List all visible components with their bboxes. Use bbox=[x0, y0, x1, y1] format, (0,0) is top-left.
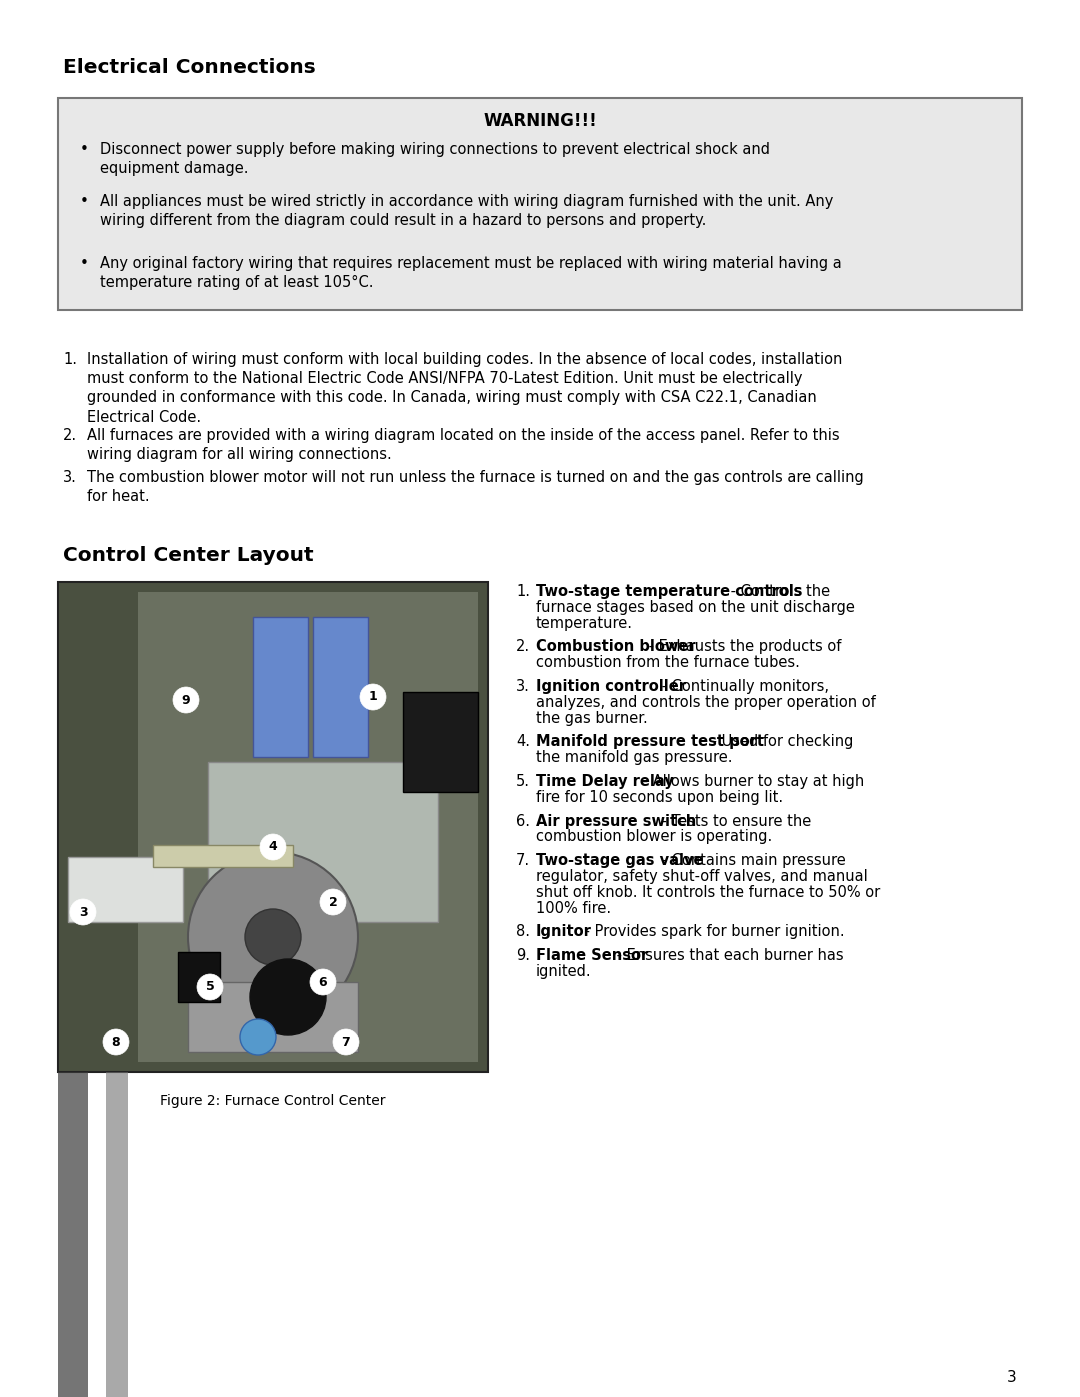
Text: All furnaces are provided with a wiring diagram located on the inside of the acc: All furnaces are provided with a wiring … bbox=[87, 427, 839, 462]
Text: combustion blower is operating.: combustion blower is operating. bbox=[536, 830, 772, 844]
Text: •: • bbox=[80, 194, 89, 210]
Circle shape bbox=[103, 1030, 129, 1055]
Text: Flame Sensor: Flame Sensor bbox=[536, 949, 648, 963]
Bar bbox=[313, 617, 368, 757]
Text: All appliances must be wired strictly in accordance with wiring diagram furnishe: All appliances must be wired strictly in… bbox=[100, 194, 834, 228]
Text: 1.: 1. bbox=[516, 584, 530, 599]
Text: 9.: 9. bbox=[516, 949, 530, 963]
Text: Two-stage temperature controls: Two-stage temperature controls bbox=[536, 584, 802, 599]
Bar bbox=[153, 845, 293, 868]
Bar bbox=[58, 1071, 87, 1397]
Text: WARNING!!!: WARNING!!! bbox=[483, 112, 597, 130]
Circle shape bbox=[260, 834, 286, 861]
Text: - Exhausts the products of: - Exhausts the products of bbox=[644, 640, 841, 654]
Circle shape bbox=[249, 958, 326, 1035]
Text: 2.: 2. bbox=[516, 640, 530, 654]
Text: 5.: 5. bbox=[516, 774, 530, 789]
Text: ignited.: ignited. bbox=[536, 964, 592, 979]
Circle shape bbox=[240, 1018, 276, 1055]
Text: •: • bbox=[80, 142, 89, 156]
Circle shape bbox=[320, 888, 346, 915]
Text: Any original factory wiring that requires replacement must be replaced with wiri: Any original factory wiring that require… bbox=[100, 256, 841, 291]
Bar bbox=[208, 761, 438, 922]
Text: 7.: 7. bbox=[516, 854, 530, 868]
Circle shape bbox=[173, 687, 199, 712]
Text: Control Center Layout: Control Center Layout bbox=[63, 546, 313, 564]
Text: 5: 5 bbox=[205, 981, 214, 993]
Text: 6.: 6. bbox=[516, 813, 530, 828]
Text: 3.: 3. bbox=[63, 469, 77, 485]
Text: 8: 8 bbox=[111, 1035, 120, 1049]
Text: 3.: 3. bbox=[516, 679, 530, 694]
Text: 2.: 2. bbox=[63, 427, 77, 443]
Text: - Continually monitors,: - Continually monitors, bbox=[657, 679, 828, 694]
Circle shape bbox=[333, 1030, 359, 1055]
Text: 7: 7 bbox=[341, 1035, 350, 1049]
Text: Electrical Connections: Electrical Connections bbox=[63, 59, 315, 77]
Text: 1: 1 bbox=[368, 690, 377, 704]
Text: 100% fire.: 100% fire. bbox=[536, 901, 611, 915]
Text: regulator, safety shut-off valves, and manual: regulator, safety shut-off valves, and m… bbox=[536, 869, 867, 884]
Text: analyzes, and controls the proper operation of: analyzes, and controls the proper operat… bbox=[536, 694, 876, 710]
Text: •: • bbox=[80, 256, 89, 271]
Text: - Provides spark for burner ignition.: - Provides spark for burner ignition. bbox=[580, 925, 845, 939]
Text: - Controls the: - Controls the bbox=[727, 584, 831, 599]
Text: - Tests to ensure the: - Tests to ensure the bbox=[657, 813, 811, 828]
Text: furnace stages based on the unit discharge: furnace stages based on the unit dischar… bbox=[536, 599, 855, 615]
Circle shape bbox=[310, 970, 336, 995]
Text: The combustion blower motor will not run unless the furnace is turned on and the: The combustion blower motor will not run… bbox=[87, 469, 864, 504]
Text: Manifold pressure test port: Manifold pressure test port bbox=[536, 735, 764, 749]
Text: - Contains main pressure: - Contains main pressure bbox=[657, 854, 846, 868]
Bar bbox=[68, 856, 183, 922]
Text: 1.: 1. bbox=[63, 352, 77, 367]
Text: - Ensures that each burner has: - Ensures that each burner has bbox=[612, 949, 843, 963]
Text: - Used for checking: - Used for checking bbox=[707, 735, 854, 749]
FancyBboxPatch shape bbox=[58, 98, 1022, 310]
Text: 8.: 8. bbox=[516, 925, 530, 939]
Text: Disconnect power supply before making wiring connections to prevent electrical s: Disconnect power supply before making wi… bbox=[100, 142, 770, 176]
Text: temperature.: temperature. bbox=[536, 616, 633, 630]
Text: 3: 3 bbox=[79, 905, 87, 918]
Circle shape bbox=[360, 685, 386, 710]
Text: the manifold gas pressure.: the manifold gas pressure. bbox=[536, 750, 732, 766]
Text: Figure 2: Furnace Control Center: Figure 2: Furnace Control Center bbox=[160, 1094, 386, 1108]
Bar bbox=[188, 982, 357, 1052]
Text: fire for 10 seconds upon being lit.: fire for 10 seconds upon being lit. bbox=[536, 789, 783, 805]
Circle shape bbox=[197, 974, 222, 1000]
Text: 4: 4 bbox=[269, 841, 278, 854]
Bar bbox=[138, 592, 478, 1062]
Text: the gas burner.: the gas burner. bbox=[536, 711, 648, 725]
Text: Installation of wiring must conform with local building codes. In the absence of: Installation of wiring must conform with… bbox=[87, 352, 842, 425]
Bar bbox=[106, 1071, 129, 1397]
Bar bbox=[253, 617, 308, 757]
Circle shape bbox=[245, 909, 301, 965]
Text: 3: 3 bbox=[1008, 1370, 1017, 1384]
Text: 6: 6 bbox=[319, 975, 327, 989]
Text: Air pressure switch: Air pressure switch bbox=[536, 813, 697, 828]
Bar bbox=[178, 951, 220, 1002]
Text: 2: 2 bbox=[328, 895, 337, 908]
Text: Ignition controller: Ignition controller bbox=[536, 679, 686, 694]
Text: - Allows burner to stay at high: - Allows burner to stay at high bbox=[637, 774, 864, 789]
Text: Ignitor: Ignitor bbox=[536, 925, 592, 939]
Text: Two-stage gas valve: Two-stage gas valve bbox=[536, 854, 703, 868]
Text: Time Delay relay: Time Delay relay bbox=[536, 774, 674, 789]
Bar bbox=[58, 583, 488, 1071]
Circle shape bbox=[188, 852, 357, 1023]
Text: combustion from the furnace tubes.: combustion from the furnace tubes. bbox=[536, 655, 800, 671]
Text: 4.: 4. bbox=[516, 735, 530, 749]
Text: Combustion blower: Combustion blower bbox=[536, 640, 696, 654]
Bar bbox=[403, 692, 478, 792]
Text: 9: 9 bbox=[181, 693, 190, 707]
Circle shape bbox=[70, 900, 96, 925]
Text: shut off knob. It controls the furnace to 50% or: shut off knob. It controls the furnace t… bbox=[536, 884, 880, 900]
